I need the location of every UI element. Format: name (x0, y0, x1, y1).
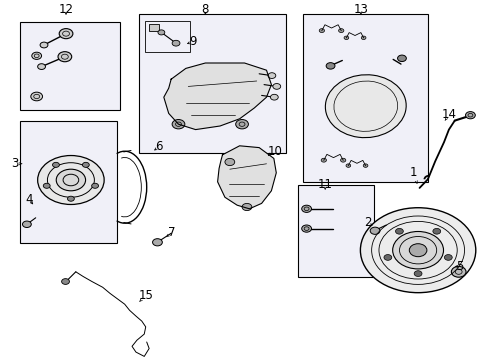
Circle shape (346, 164, 350, 167)
Circle shape (158, 30, 164, 35)
Text: 5: 5 (455, 260, 463, 273)
Circle shape (224, 158, 234, 166)
Bar (20, 121, 117, 243)
Text: 15: 15 (138, 289, 153, 302)
Circle shape (43, 183, 50, 188)
Circle shape (432, 228, 440, 234)
Circle shape (31, 92, 42, 101)
Circle shape (38, 156, 104, 204)
Circle shape (91, 183, 98, 188)
Circle shape (32, 52, 41, 59)
Circle shape (392, 231, 443, 269)
Text: 2: 2 (363, 216, 371, 229)
Circle shape (397, 55, 406, 62)
Bar (144, 21, 189, 52)
Circle shape (58, 52, 72, 62)
Circle shape (301, 205, 311, 212)
Circle shape (22, 221, 31, 228)
Circle shape (59, 28, 73, 39)
Circle shape (172, 120, 184, 129)
Circle shape (325, 63, 334, 69)
Circle shape (82, 162, 89, 167)
Circle shape (321, 158, 326, 162)
Circle shape (152, 239, 162, 246)
Circle shape (344, 36, 348, 40)
Polygon shape (163, 63, 271, 130)
Text: 14: 14 (441, 108, 455, 121)
Circle shape (40, 42, 48, 48)
Circle shape (242, 203, 251, 211)
Text: 4: 4 (25, 193, 33, 206)
Circle shape (319, 29, 324, 32)
Bar (20, 22, 120, 110)
Circle shape (383, 255, 391, 260)
Circle shape (267, 73, 275, 78)
Circle shape (52, 162, 59, 167)
Text: 11: 11 (317, 178, 332, 191)
Circle shape (369, 227, 379, 234)
Text: 8: 8 (201, 3, 209, 15)
Text: 13: 13 (353, 3, 367, 15)
Circle shape (235, 120, 248, 129)
Circle shape (272, 84, 280, 89)
Text: 3: 3 (11, 157, 19, 170)
Circle shape (413, 271, 421, 276)
Circle shape (338, 29, 343, 32)
Bar (303, 14, 427, 182)
Circle shape (408, 244, 426, 257)
Circle shape (172, 40, 180, 46)
Circle shape (360, 208, 475, 293)
Circle shape (67, 196, 74, 201)
Circle shape (56, 169, 85, 191)
Circle shape (395, 228, 403, 234)
Circle shape (270, 94, 278, 100)
Circle shape (340, 158, 345, 162)
Circle shape (444, 255, 451, 260)
Text: 7: 7 (168, 226, 176, 239)
Text: 10: 10 (267, 145, 282, 158)
Circle shape (61, 279, 69, 284)
Circle shape (465, 112, 474, 119)
Circle shape (301, 225, 311, 232)
Circle shape (38, 64, 45, 69)
Bar (298, 185, 373, 277)
Text: 6: 6 (155, 140, 163, 153)
Text: 9: 9 (189, 35, 197, 48)
Polygon shape (217, 146, 276, 209)
Bar (149, 24, 159, 31)
Circle shape (361, 36, 365, 40)
Text: 1: 1 (408, 166, 416, 179)
Bar (139, 14, 285, 153)
Circle shape (450, 266, 465, 277)
Circle shape (363, 164, 367, 167)
Text: 12: 12 (59, 3, 73, 15)
Ellipse shape (325, 75, 406, 138)
